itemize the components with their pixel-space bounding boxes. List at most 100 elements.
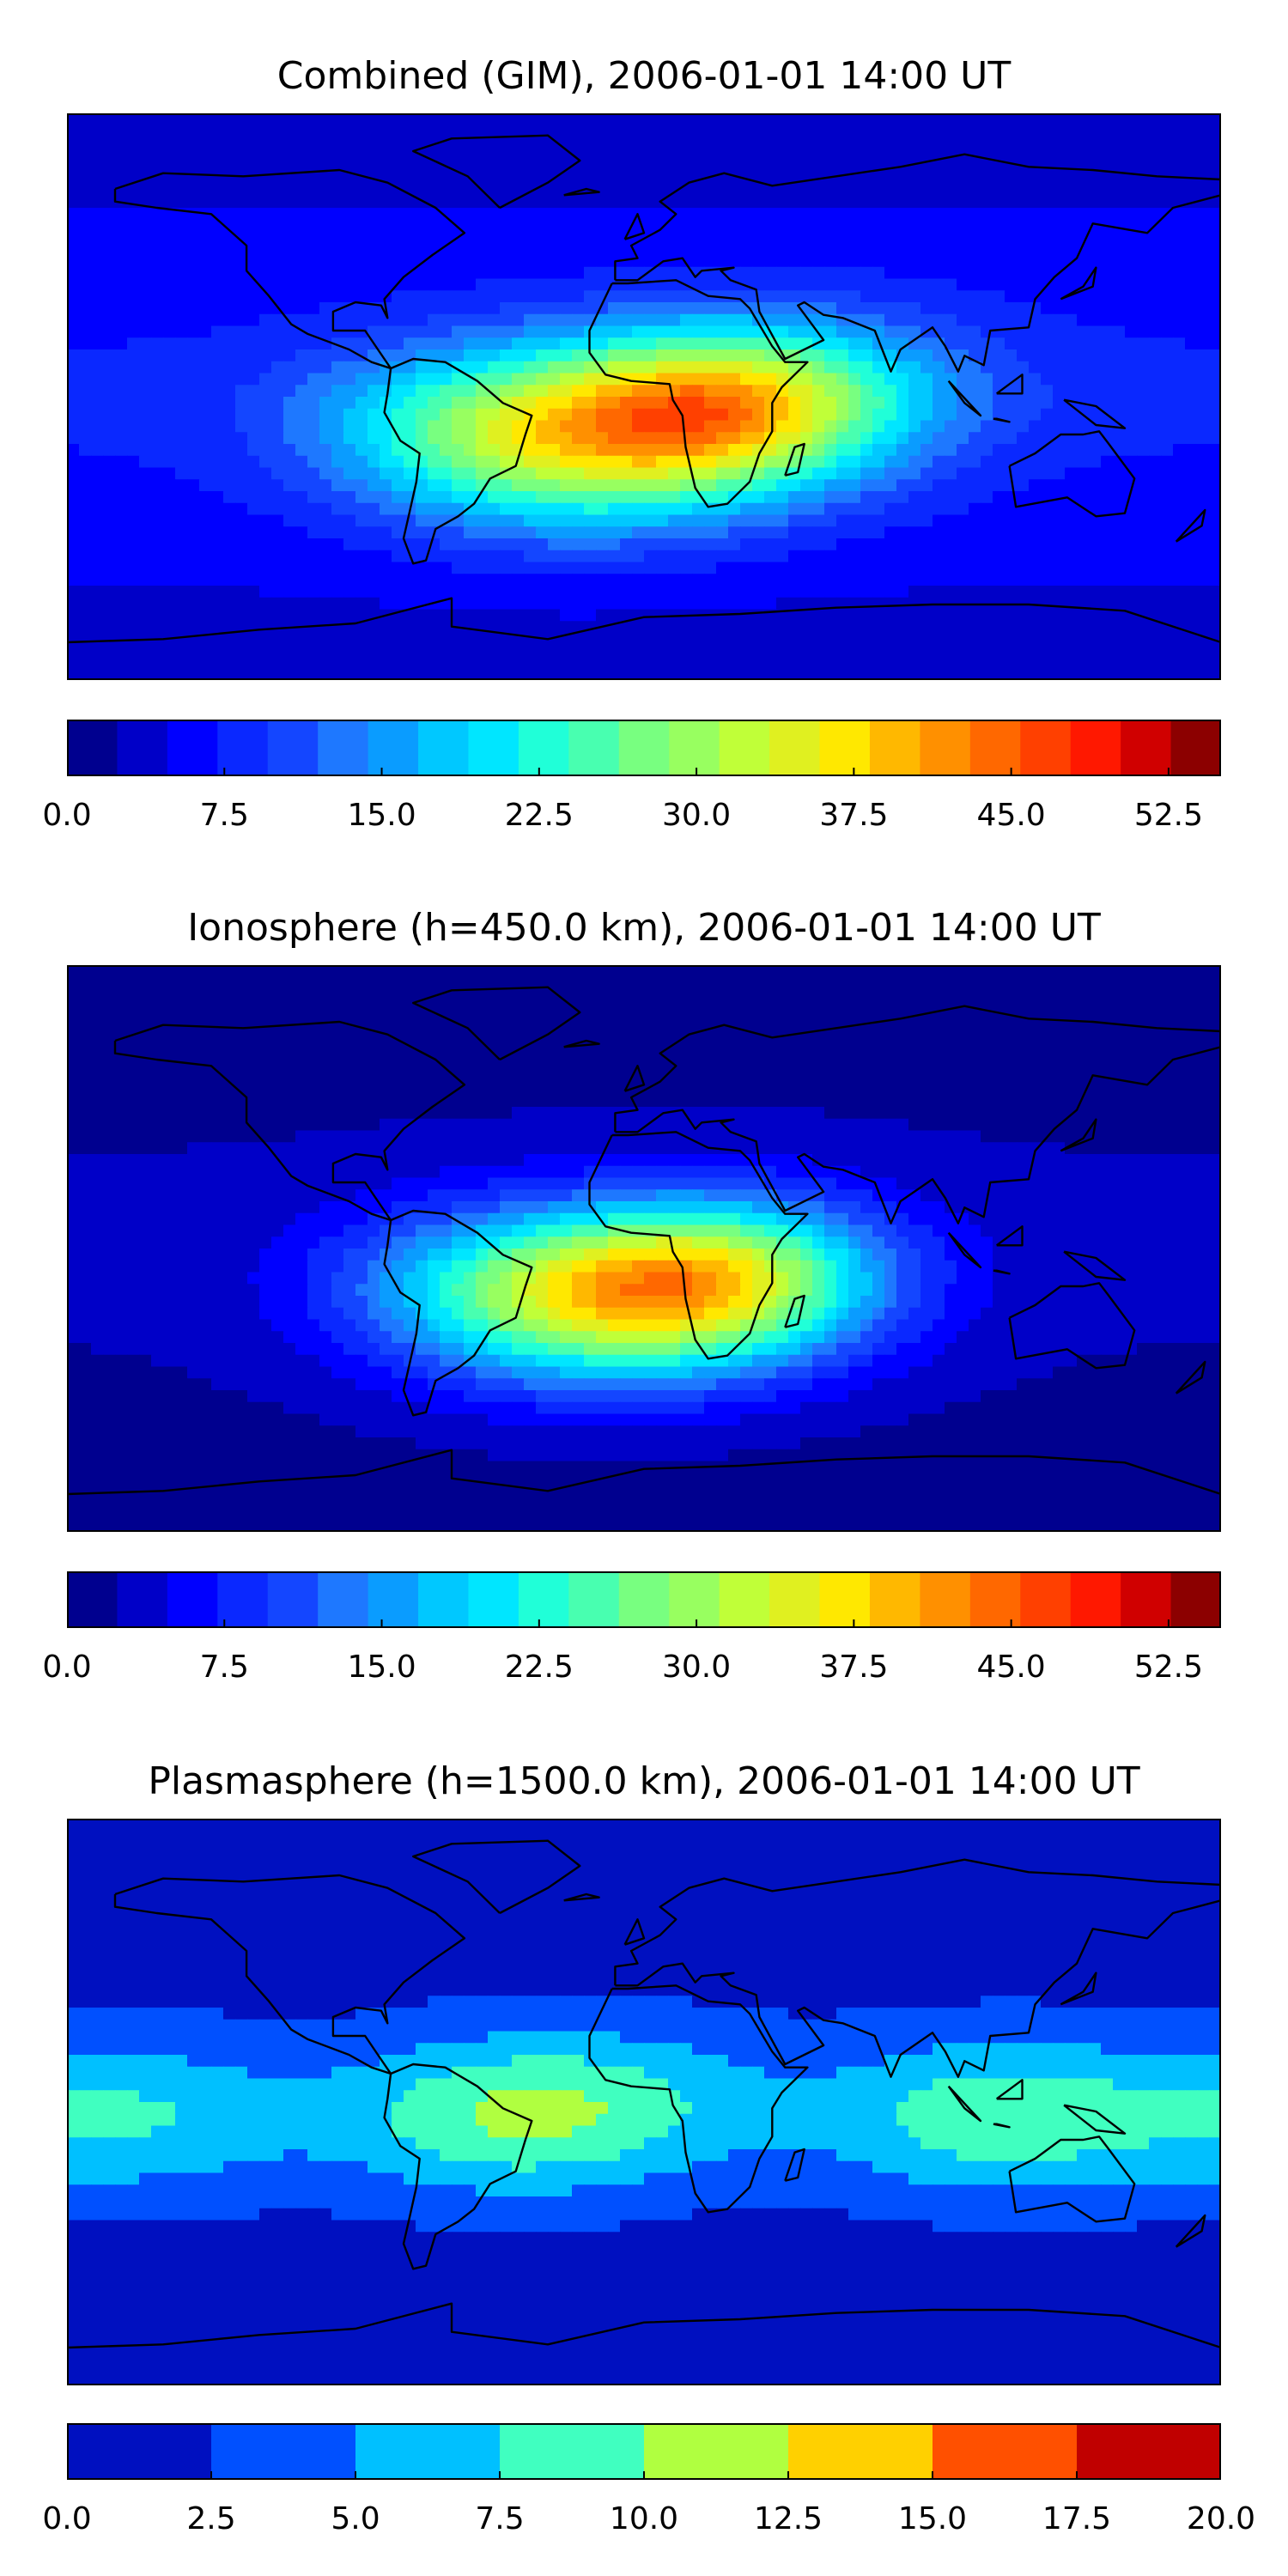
field-cell bbox=[848, 161, 861, 173]
field-cell bbox=[1089, 965, 1102, 978]
field-cell bbox=[199, 1000, 212, 1013]
field-cell bbox=[488, 562, 501, 574]
field-cell bbox=[368, 1000, 380, 1013]
field-cell bbox=[91, 243, 104, 256]
field-cell bbox=[620, 255, 633, 268]
field-cell bbox=[680, 208, 693, 221]
field-cell bbox=[800, 373, 813, 386]
field-cell bbox=[596, 526, 609, 539]
field-cell bbox=[656, 302, 669, 315]
field-cell bbox=[355, 373, 368, 386]
field-cell bbox=[608, 432, 621, 445]
field-cell bbox=[981, 172, 993, 185]
field-cell bbox=[355, 149, 368, 161]
field-cell bbox=[920, 385, 933, 398]
field-cell bbox=[764, 161, 777, 173]
field-cell bbox=[175, 467, 188, 480]
field-cell bbox=[848, 349, 861, 362]
field-cell bbox=[848, 633, 861, 646]
field-cell bbox=[608, 597, 621, 611]
field-cell bbox=[993, 965, 1005, 978]
field-cell bbox=[247, 137, 260, 149]
field-cell bbox=[115, 125, 128, 138]
field-cell bbox=[957, 479, 969, 492]
field-cell bbox=[271, 420, 284, 433]
field-cell bbox=[416, 644, 428, 658]
field-cell bbox=[175, 278, 188, 291]
field-cell bbox=[800, 550, 813, 563]
field-cell bbox=[1041, 479, 1054, 492]
field-cell bbox=[500, 325, 513, 338]
field-cell bbox=[307, 633, 320, 646]
field-cell bbox=[1113, 526, 1126, 539]
field-cell bbox=[1077, 455, 1090, 469]
field-cell bbox=[199, 621, 212, 634]
field-cell bbox=[187, 196, 200, 209]
field-cell bbox=[728, 397, 741, 410]
field-cell bbox=[139, 385, 152, 398]
field-cell bbox=[776, 397, 789, 410]
field-cell bbox=[788, 633, 801, 646]
field-cell bbox=[163, 562, 176, 574]
field-cell bbox=[343, 278, 356, 291]
field-cell bbox=[428, 479, 440, 492]
field-cell bbox=[271, 467, 284, 480]
field-cell bbox=[1173, 633, 1186, 646]
field-cell bbox=[500, 125, 513, 138]
field-cell bbox=[656, 562, 669, 574]
field-cell bbox=[283, 467, 296, 480]
field-cell bbox=[560, 609, 573, 622]
field-cell bbox=[115, 976, 128, 990]
field-cell bbox=[500, 633, 513, 646]
field-cell bbox=[1149, 266, 1162, 280]
field-cell bbox=[788, 113, 801, 126]
field-cell bbox=[524, 337, 537, 350]
field-cell bbox=[668, 243, 681, 256]
field-cell bbox=[1053, 361, 1066, 374]
field-cell bbox=[295, 290, 308, 303]
field-cell bbox=[1041, 385, 1054, 398]
field-cell bbox=[127, 408, 140, 422]
field-cell bbox=[884, 633, 897, 646]
field-cell bbox=[596, 255, 609, 268]
field-cell bbox=[752, 149, 765, 161]
field-cell bbox=[644, 502, 657, 516]
field-cell bbox=[343, 255, 356, 268]
field-cell bbox=[380, 208, 392, 221]
field-cell bbox=[307, 172, 320, 185]
field-cell bbox=[632, 491, 645, 504]
field-cell bbox=[1089, 255, 1102, 268]
field-cell bbox=[1053, 149, 1066, 161]
field-cell bbox=[283, 514, 296, 527]
field-cell bbox=[271, 976, 284, 990]
field-cell bbox=[271, 113, 284, 126]
field-cell bbox=[452, 562, 465, 574]
field-cell bbox=[1077, 621, 1090, 634]
field-cell bbox=[404, 444, 416, 457]
field-cell bbox=[1173, 373, 1186, 386]
field-cell bbox=[319, 208, 332, 221]
field-cell bbox=[872, 444, 885, 457]
field-cell bbox=[788, 290, 801, 303]
field-cell bbox=[716, 113, 729, 126]
field-cell bbox=[1149, 397, 1162, 410]
field-cell bbox=[632, 313, 645, 327]
field-cell bbox=[981, 491, 993, 504]
field-cell bbox=[79, 597, 92, 611]
field-cell bbox=[860, 976, 873, 990]
field-cell bbox=[692, 597, 705, 611]
field-cell bbox=[127, 965, 140, 978]
field-cell bbox=[211, 149, 224, 161]
field-cell bbox=[452, 526, 465, 539]
field-cell bbox=[416, 633, 428, 646]
field-cell bbox=[800, 125, 813, 138]
field-cell bbox=[247, 337, 260, 350]
field-cell bbox=[848, 965, 861, 978]
field-cell bbox=[187, 137, 200, 149]
field-cell bbox=[872, 149, 885, 161]
field-cell bbox=[175, 550, 188, 563]
field-cell bbox=[908, 172, 921, 185]
field-cell bbox=[764, 208, 777, 221]
field-cell bbox=[307, 444, 320, 457]
field-cell bbox=[908, 255, 921, 268]
